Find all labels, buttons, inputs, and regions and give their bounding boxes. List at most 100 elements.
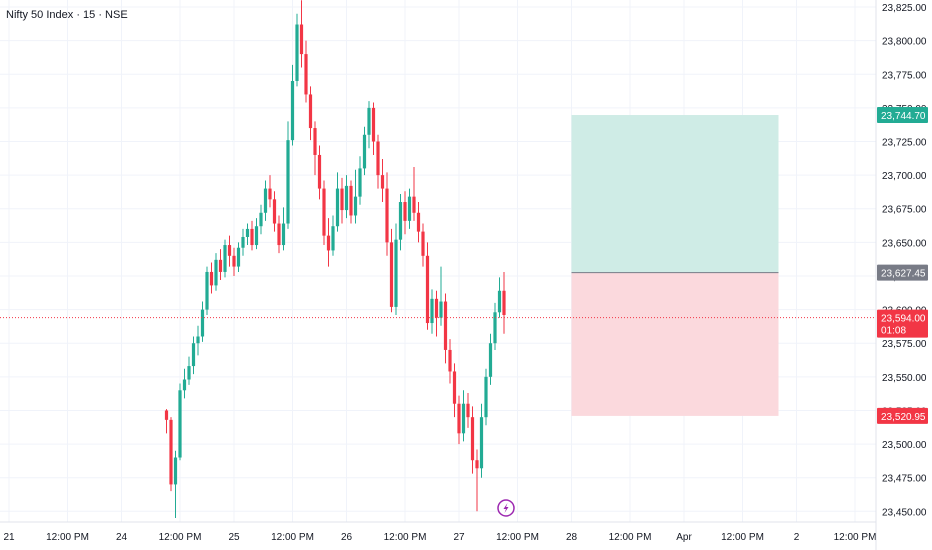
candle: [407, 188, 412, 229]
y-tick-label: 23,450.00: [882, 507, 927, 518]
candle: [367, 101, 371, 149]
candle: [335, 172, 340, 232]
candles: [164, 0, 506, 519]
candle-body: [299, 24, 304, 55]
y-tick-label: 23,675.00: [882, 205, 927, 216]
candle-body: [403, 202, 407, 221]
stop-price-label-bg: [877, 407, 928, 424]
candle-body: [367, 107, 371, 135]
candle: [232, 247, 236, 276]
candle: [281, 207, 286, 251]
candle: [457, 395, 461, 445]
candle: [497, 277, 502, 318]
candle: [376, 134, 380, 189]
candle: [290, 64, 295, 146]
candle: [479, 403, 484, 478]
symbol-title[interactable]: Nifty 50 Index · 15 · NSE: [6, 9, 128, 21]
candle-body: [277, 223, 281, 246]
candle: [218, 249, 223, 281]
current-price-label-countdown: 01:08: [881, 326, 906, 337]
x-tick-label: 12:00 PM: [721, 532, 764, 543]
candle: [394, 223, 398, 315]
candle: [452, 363, 457, 418]
candle-body: [425, 255, 430, 324]
candle-body: [286, 140, 290, 224]
stop-zone[interactable]: [571, 272, 779, 416]
candle-body: [479, 417, 484, 469]
candle: [466, 392, 470, 428]
x-tick-label: 28: [566, 532, 578, 543]
candle-body: [385, 188, 389, 243]
candle: [268, 175, 272, 208]
candle: [358, 156, 362, 205]
candle-body: [493, 312, 497, 344]
candle-body: [416, 212, 421, 232]
candle: [331, 215, 335, 256]
x-tick-label: 2: [794, 532, 800, 543]
current-price-label: 23,594.00: [881, 314, 926, 325]
entry-price-label-bg: [877, 264, 928, 281]
y-tick-label: 23,700.00: [882, 171, 927, 182]
candle-body: [434, 298, 439, 318]
candle: [173, 450, 178, 519]
candle-body: [398, 202, 403, 240]
y-tick-label: 23,825.00: [882, 3, 927, 14]
candle-body: [173, 457, 178, 485]
candle-body: [227, 245, 232, 256]
x-tick-label: 26: [341, 532, 353, 543]
candle-body: [340, 188, 344, 211]
candle: [412, 167, 416, 221]
grid: [0, 0, 876, 522]
y-tick-label: 23,725.00: [882, 138, 927, 149]
candle: [362, 126, 367, 176]
x-tick-label: 12:00 PM: [609, 532, 652, 543]
candle-body: [344, 185, 349, 211]
candle-body: [304, 54, 308, 95]
long-position-tool[interactable]: [571, 115, 779, 416]
current-price-label-bg: [877, 309, 928, 338]
candle: [340, 177, 344, 224]
candle: [164, 409, 169, 434]
candle-body: [281, 223, 286, 246]
candle-body: [169, 419, 173, 485]
candle: [484, 368, 488, 426]
candle-body: [263, 188, 268, 213]
candle: [178, 383, 182, 461]
candle: [470, 406, 475, 474]
candle: [209, 262, 214, 294]
x-tick-label: 12:00 PM: [159, 532, 202, 543]
candle-body: [209, 271, 214, 286]
target-zone[interactable]: [571, 115, 779, 273]
candle-body: [484, 376, 488, 418]
candle: [475, 449, 479, 512]
candle: [389, 228, 394, 313]
candle: [430, 289, 434, 334]
candle-body: [475, 460, 479, 469]
candle-body: [272, 199, 277, 224]
candle-body: [457, 403, 461, 434]
candle: [191, 336, 196, 375]
candle: [434, 290, 439, 337]
x-tick-label: 12:00 PM: [271, 532, 314, 543]
candle-body: [380, 175, 385, 189]
candle: [416, 202, 421, 243]
candle-body: [376, 141, 380, 176]
stop-price-label: 23,520.95: [881, 412, 926, 423]
candle: [250, 220, 254, 251]
candle-body: [214, 259, 218, 286]
candle-body: [290, 80, 295, 141]
candle: [169, 417, 173, 492]
candle-body: [349, 185, 353, 216]
candle-body: [178, 390, 182, 458]
candle-body: [331, 226, 335, 251]
candle-body: [308, 94, 313, 129]
candle-body: [362, 134, 367, 169]
candle-body: [466, 403, 470, 418]
candle: [493, 302, 497, 350]
candle-body: [407, 196, 412, 221]
x-tick-label: 27: [453, 532, 465, 543]
candle: [295, 13, 299, 87]
candle: [502, 271, 506, 334]
